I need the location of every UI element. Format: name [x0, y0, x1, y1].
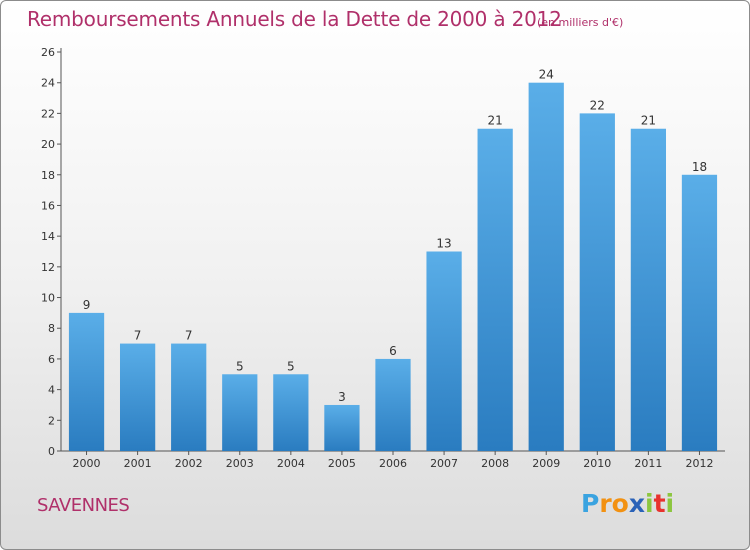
- bar-2004: [273, 374, 309, 451]
- y-tick-label: 26: [41, 46, 55, 59]
- y-tick-label: 14: [41, 230, 55, 243]
- logo-letter: i: [665, 489, 675, 518]
- data-label-2005: 3: [338, 390, 346, 404]
- y-tick-label: 2: [48, 414, 55, 427]
- x-tick-label-2011: 2011: [634, 457, 662, 470]
- x-tick-label-2008: 2008: [481, 457, 509, 470]
- bar-2009: [528, 82, 564, 451]
- logo-letter: i: [645, 489, 654, 518]
- x-tick-label-2004: 2004: [277, 457, 305, 470]
- bar-2001: [119, 343, 156, 451]
- bar-2002: [171, 343, 207, 451]
- x-tick-label-2005: 2005: [328, 457, 356, 470]
- data-label-2008: 21: [488, 114, 503, 128]
- x-tick-label-2010: 2010: [583, 457, 611, 470]
- y-tick-label: 18: [41, 169, 55, 182]
- data-label-2009: 24: [539, 68, 554, 82]
- chart-title: Remboursements Annuels de la Dette de 20…: [27, 7, 562, 31]
- bars: 9 7 7 5 5 3 6 13 21 24 22 21 18: [68, 68, 718, 451]
- bar-2011: [630, 128, 667, 451]
- logo-letter: o: [611, 489, 629, 518]
- y-tick-label: 6: [48, 353, 55, 366]
- x-tick-label-2007: 2007: [430, 457, 458, 470]
- data-label-2003: 5: [236, 359, 244, 373]
- bar-2007: [426, 251, 462, 451]
- data-label-2000: 9: [83, 298, 91, 312]
- y-tick-label: 24: [41, 77, 55, 90]
- x-tick-label-2012: 2012: [685, 457, 713, 470]
- data-label-2001: 7: [134, 329, 142, 343]
- bar-2006: [375, 358, 411, 451]
- bar-2005: [324, 404, 360, 451]
- x-tick-label-2002: 2002: [175, 457, 203, 470]
- data-label-2010: 22: [590, 98, 605, 112]
- data-label-2004: 5: [287, 359, 295, 373]
- data-label-2006: 6: [389, 344, 397, 358]
- bar-2010: [579, 113, 615, 451]
- y-tick-label: 0: [48, 445, 55, 458]
- logo-letter: x: [628, 489, 645, 518]
- bar-2008: [477, 128, 513, 451]
- y-tick-label: 20: [41, 138, 55, 151]
- logo-letter: t: [653, 489, 666, 518]
- bar-2000: [68, 312, 105, 451]
- x-tick-label-2009: 2009: [532, 457, 560, 470]
- chart-unit-subtitle: (en milliers d'€): [537, 16, 624, 29]
- x-tick-label-2006: 2006: [379, 457, 407, 470]
- x-tick-label-2003: 2003: [226, 457, 254, 470]
- x-tick-label-2001: 2001: [124, 457, 152, 470]
- y-tick-label: 16: [41, 199, 55, 212]
- city-name: SAVENNES: [37, 495, 130, 516]
- logo-letter: P: [581, 489, 600, 518]
- y-tick-label: 10: [41, 292, 55, 305]
- x-tick-label-2000: 2000: [73, 457, 101, 470]
- data-label-2011: 21: [641, 114, 656, 128]
- data-label-2007: 13: [436, 237, 451, 251]
- data-label-2012: 18: [692, 160, 707, 174]
- y-tick-label: 8: [48, 322, 55, 335]
- proxiti-logo: Proxiti: [581, 489, 674, 518]
- logo-letter: r: [599, 489, 612, 518]
- y-tick-label: 22: [41, 107, 55, 120]
- y-tick-label: 4: [48, 384, 55, 397]
- bar-2012: [681, 174, 718, 451]
- y-tick-label: 12: [41, 261, 55, 274]
- bar-2003: [222, 374, 258, 451]
- data-label-2002: 7: [185, 329, 193, 343]
